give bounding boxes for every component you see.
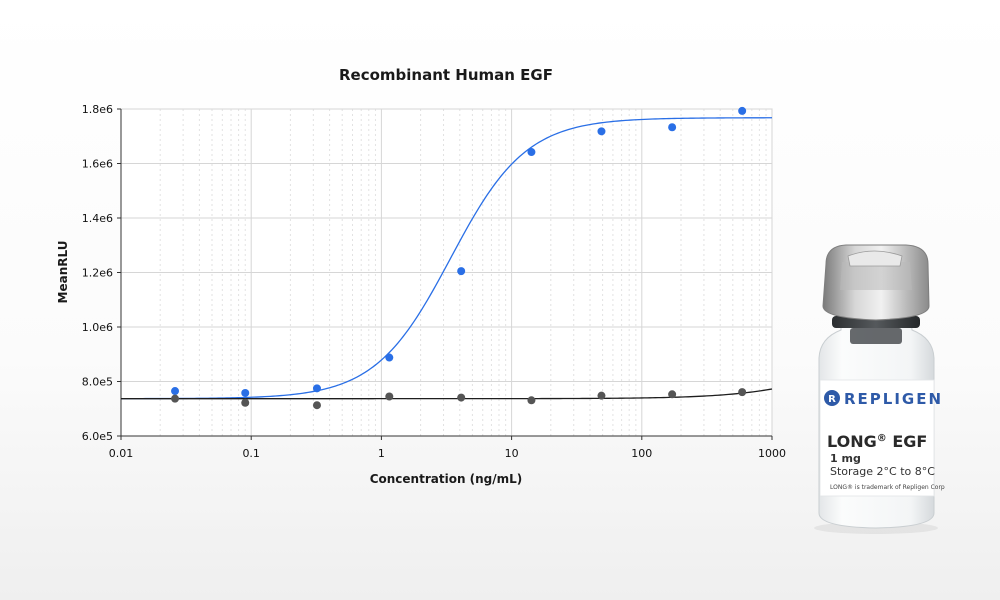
y-tick-label: 1.2e6 (82, 267, 113, 280)
data-point-series-1 (312, 384, 321, 393)
vial-stopper-neck (850, 328, 902, 344)
data-point-series-2 (597, 391, 606, 400)
brand-logo-icon (824, 390, 840, 406)
chart-title: Recombinant Human EGF (339, 66, 553, 84)
product-vial-image: R REPLIGEN LONG® EGF 1 mg Storage 2°C to… (814, 244, 945, 534)
data-point-series-1 (668, 123, 677, 132)
fit-curve-1 (121, 117, 772, 400)
x-tick-label: 0.1 (242, 447, 260, 460)
data-point-series-1 (738, 106, 747, 115)
x-tick-label: 0.01 (109, 447, 134, 460)
data-point-series-1 (385, 353, 394, 362)
brand-name: REPLIGEN (844, 390, 943, 408)
x-tick-label: 1000 (758, 447, 786, 460)
y-tick-label: 8.0e5 (82, 376, 113, 389)
brand-logo-glyph: R (828, 394, 836, 405)
x-tick-label: 100 (631, 447, 652, 460)
y-tick-label: 1.0e6 (82, 321, 113, 334)
product-amount: 1 mg (830, 452, 861, 465)
y-axis-ticks: 6.0e5 8.0e5 1.0e6 1.2e6 1.4e6 1.6e6 1.8e6 (82, 103, 121, 443)
dose-response-chart: Recombinant Human EGF 6.0e5 8.0e5 1.0e6 1.2… (56, 66, 786, 486)
data-point-series-2 (457, 393, 466, 402)
data-point-series-1 (241, 388, 250, 397)
data-point-series-2 (738, 388, 747, 397)
vial-cap-crimp (840, 262, 912, 290)
data-point-series-2 (171, 394, 180, 403)
fit-curve-2 (121, 388, 773, 400)
fit-curves (121, 117, 773, 400)
y-tick-label: 6.0e5 (82, 430, 113, 443)
y-tick-label: 1.6e6 (82, 158, 113, 171)
vial-stopper (832, 316, 920, 328)
x-axis-title: Concentration (ng/mL) (370, 472, 523, 486)
data-point-series-2 (527, 396, 536, 405)
product-trademark: LONG® is trademark of Repligen Corp (830, 484, 945, 491)
data-points (171, 106, 747, 410)
vial-cap-seal (847, 250, 903, 267)
product-storage: Storage 2°C to 8°C (830, 465, 935, 478)
data-point-series-1 (457, 267, 466, 276)
x-tick-label: 10 (505, 447, 519, 460)
x-axis-ticks: 0.01 0.1 1 10 100 1000 (109, 436, 786, 460)
data-point-series-2 (241, 398, 250, 407)
data-point-series-2 (385, 392, 394, 401)
data-point-series-1 (527, 148, 536, 157)
y-axis-title: MeanRLU (56, 241, 70, 304)
x-tick-label: 1 (378, 447, 385, 460)
data-point-series-1 (597, 127, 606, 136)
y-tick-label: 1.4e6 (82, 212, 113, 225)
product-name: LONG® EGF (827, 432, 927, 451)
data-point-series-1 (171, 387, 180, 396)
data-point-series-2 (312, 401, 321, 410)
y-tick-label: 1.8e6 (82, 103, 113, 116)
data-point-series-2 (668, 390, 677, 399)
